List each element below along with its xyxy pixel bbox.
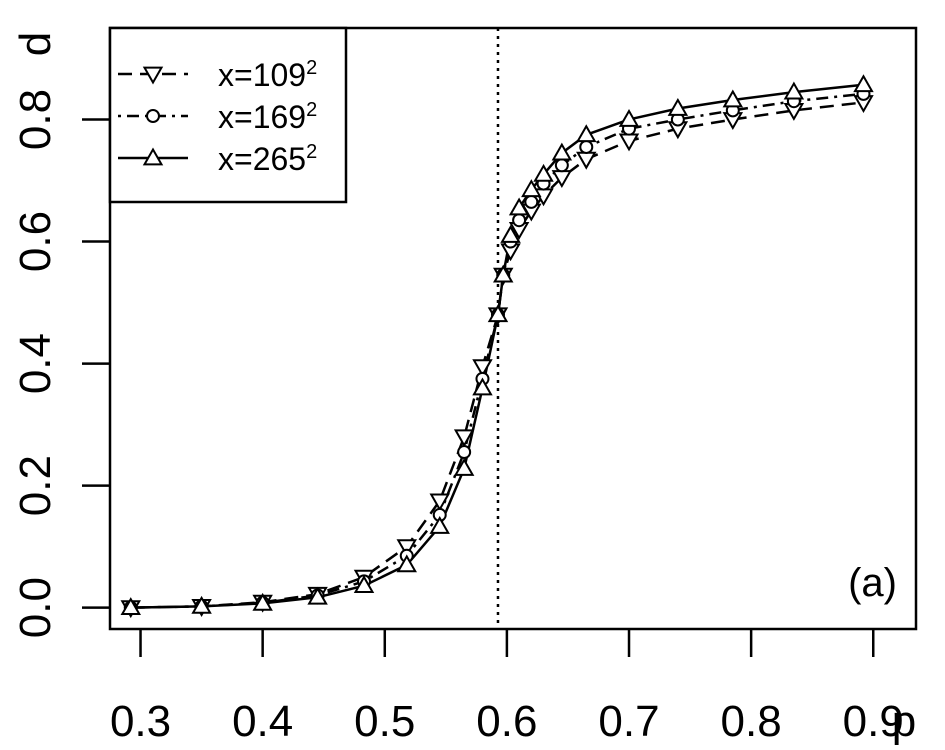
legend-label-2: x=2652	[218, 141, 317, 177]
legend-label-superscript-2: 2	[306, 141, 317, 163]
legend-label-superscript-1: 2	[306, 99, 317, 121]
y-axis-label: d	[11, 32, 60, 56]
x-tick-label-3: 0.6	[476, 697, 537, 746]
series-2-point-1	[191, 595, 212, 614]
y-tick-label-0: 0.0	[11, 577, 60, 638]
series-2-point-14	[533, 163, 554, 182]
axes: 0.3 0.4 0.5 0.6 0.7 0.8 0.9 0.0 0.2 0.4 0.6 0.8	[11, 89, 904, 746]
series-2-point-2	[252, 592, 273, 611]
series-0-point-17	[618, 133, 640, 152]
x-tick-label-4: 0.7	[598, 697, 659, 746]
series-0-point-8	[472, 359, 493, 378]
series-2-point-17	[618, 109, 640, 127]
series-2-point-0	[120, 597, 141, 616]
x-tick-label-1: 0.4	[232, 697, 293, 746]
series-2-point-10	[493, 264, 514, 283]
series-2-point-19	[722, 89, 744, 108]
series-2-point-15	[551, 142, 573, 161]
series-2-point-21	[853, 74, 874, 93]
series-2-point-16	[576, 124, 597, 143]
legend-label-superscript-0: 2	[306, 57, 317, 79]
x-tick-label-6: 0.9	[843, 697, 904, 746]
legend-marker-2	[142, 147, 164, 166]
x-tick-label-2: 0.5	[354, 697, 415, 746]
legend-label-1: x=1692	[218, 99, 317, 135]
series-0-point-7	[453, 429, 475, 448]
legend: x=1092 x=1692 x=2652	[108, 26, 348, 204]
series-2-point-9	[487, 304, 509, 323]
panel-label: (a)	[848, 561, 897, 605]
series-0-point-6	[429, 493, 450, 512]
y-tick-label-2: 0.4	[11, 333, 60, 394]
x-axis-label: p	[892, 697, 916, 746]
series-layer	[120, 28, 874, 629]
series-1-point-13	[524, 194, 539, 209]
series-2-point-7	[453, 458, 475, 476]
series-2-point-12	[508, 197, 530, 216]
legend-label-0: x=1092	[218, 57, 317, 93]
series-2-point-3	[307, 586, 328, 605]
x-tick-label-5: 0.8	[721, 697, 782, 746]
legend-marker-0	[142, 66, 164, 85]
series-0-point-16	[576, 151, 597, 170]
legend-marker-1	[146, 109, 160, 123]
y-tick-label-1: 0.2	[11, 455, 60, 516]
series-line-2	[130, 83, 864, 609]
series-1-point-7	[457, 445, 472, 460]
y-tick-label-3: 0.6	[11, 211, 60, 272]
series-2-point-18	[667, 98, 689, 116]
series-line-0	[130, 101, 864, 609]
series-2-point-20	[783, 81, 805, 100]
series-2-point-5	[396, 554, 417, 573]
series-2-point-8	[472, 377, 493, 396]
x-tick-label-0: 0.3	[110, 697, 171, 746]
series-1-point-16	[579, 139, 594, 154]
series-2-point-4	[353, 575, 375, 594]
series-2-point-11	[500, 224, 521, 243]
series-1-point-12	[512, 213, 527, 228]
series-1-point-15	[554, 158, 569, 173]
series-0-point-5	[396, 539, 417, 558]
plot-frame	[108, 26, 918, 631]
series-2-point-6	[429, 515, 450, 534]
series-2-point-13	[521, 179, 542, 198]
y-tick-label-4: 0.8	[11, 89, 60, 150]
